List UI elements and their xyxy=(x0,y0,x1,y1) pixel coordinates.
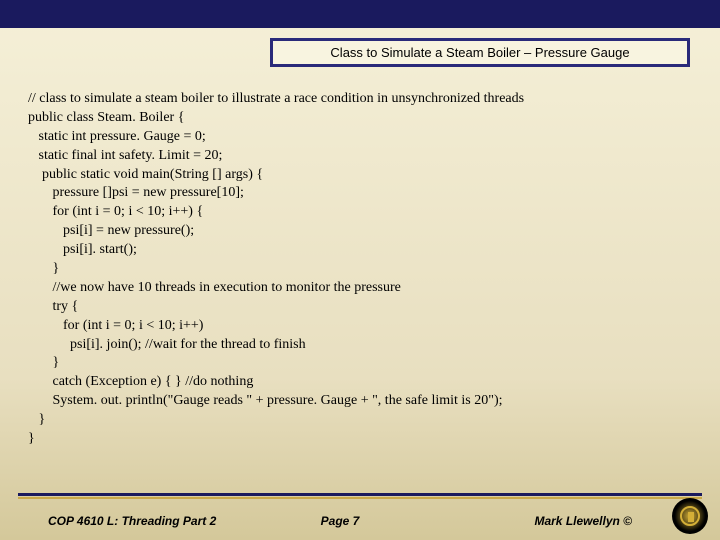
footer-rule-gold xyxy=(18,497,702,499)
footer-rule-blue xyxy=(18,493,702,496)
code-listing: // class to simulate a steam boiler to i… xyxy=(28,90,692,449)
ucf-logo xyxy=(672,498,708,534)
top-banner xyxy=(0,0,720,28)
slide-title-box: Class to Simulate a Steam Boiler – Press… xyxy=(270,38,690,67)
footer-course: COP 4610 L: Threading Part 2 xyxy=(48,514,243,528)
footer-page: Page 7 xyxy=(243,514,438,528)
slide-title: Class to Simulate a Steam Boiler – Press… xyxy=(330,45,629,60)
logo-icon xyxy=(680,506,700,526)
footer: COP 4610 L: Threading Part 2 Page 7 Mark… xyxy=(0,514,720,528)
footer-author: Mark Llewellyn © xyxy=(437,514,672,528)
